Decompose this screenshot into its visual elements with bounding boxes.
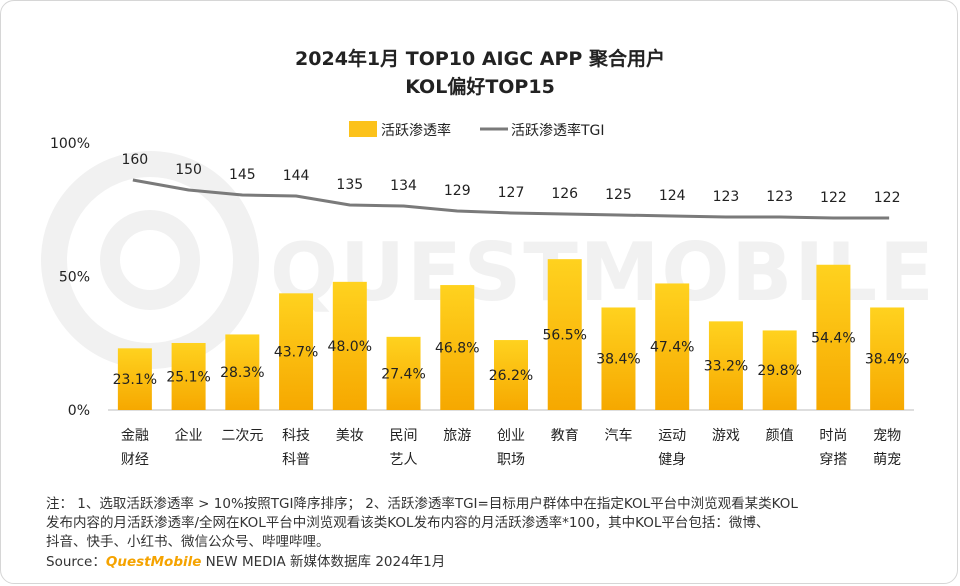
bar [816,264,851,410]
bar-value-label: 23.1% [113,372,157,388]
bar [762,330,797,410]
bar [655,283,690,410]
bar-value-label: 38.4% [865,352,909,368]
bar [386,336,421,410]
tgi-value-label: 160 [121,152,148,168]
bar [171,342,206,410]
legend-swatch-bar [349,121,377,137]
x-category-label: 时尚 [819,428,847,444]
x-category-label: 穿搭 [819,452,847,468]
x-category-label: 创业 [497,428,525,444]
tgi-value-label: 144 [283,168,310,184]
tgi-line [132,178,890,220]
x-category-label: 颜值 [766,428,794,444]
bar [601,307,636,410]
bar [117,348,152,410]
bar-value-label: 47.4% [650,340,694,356]
tgi-value-label: 150 [175,162,202,178]
x-category-label: 教育 [551,428,579,444]
tgi-value-label: 145 [229,167,256,183]
x-category-label: 旅游 [443,428,471,444]
bar-value-label: 25.1% [166,369,210,385]
bar-value-label: 28.3% [220,365,264,381]
source-brand: QuestMobile [105,554,202,570]
x-category-label: 民间 [390,428,418,444]
x-category-label: 美妆 [336,428,364,444]
y-tick-label: 100% [50,136,90,152]
bar [870,307,905,410]
footnote-line-1: 注： 1、选取活跃渗透率 > 10%按照TGI降序排序； 2、活跃渗透率TGI=… [46,496,798,512]
bar-value-label: 48.0% [328,339,372,355]
watermark-ring-inner [100,210,200,310]
tgi-value-label: 123 [713,189,740,205]
y-tick-label: 0% [68,403,90,419]
x-category-label: 职场 [497,452,525,468]
x-category-label: 萌宠 [873,452,901,468]
bar-value-label: 33.2% [704,359,748,375]
x-category-label: 二次元 [221,428,263,444]
bar [225,334,260,410]
tgi-value-label: 135 [336,177,363,193]
x-category-label: 宠物 [873,428,901,444]
legend-label-line: 活跃渗透率TGI [511,122,605,139]
bar-value-label: 46.8% [435,341,479,357]
bar [279,293,314,410]
bar-value-label: 54.4% [811,330,855,346]
bar [332,281,367,410]
x-category-label: 科技 [282,428,310,444]
tgi-value-label: 134 [390,178,417,194]
chart-title-line1: 2024年1月 TOP10 AIGC APP 聚合用户 [295,48,665,70]
x-category-label: 科普 [282,452,310,468]
legend-label-bar: 活跃渗透率 [381,122,451,139]
source-line: Source：QuestMobile NEW MEDIA 新媒体数据库 2024… [46,553,445,572]
bar-value-label: 29.8% [757,363,801,379]
x-category-label: 企业 [175,427,203,444]
bar-value-label: 56.5% [542,328,586,344]
tgi-value-label: 127 [498,185,525,201]
tgi-value-label: 125 [605,187,632,203]
x-category-label: 艺人 [390,452,418,468]
x-category-label: 游戏 [712,428,740,444]
y-tick-label: 50% [59,270,90,286]
bar-value-label: 38.4% [596,352,640,368]
bar [440,285,475,410]
x-category-label: 健身 [658,452,686,468]
tgi-value-label: 124 [659,188,686,204]
x-category-label: 汽车 [604,427,632,444]
footnote-line-2: 发布内容的月活跃渗透率/全网在KOL平台中浏览观看该类KOL发布内容的月活跃渗透… [46,515,770,531]
x-category-label: 财经 [121,452,149,468]
bar-value-label: 27.4% [381,366,425,382]
tgi-value-label: 129 [444,183,471,199]
chart-title-line2: KOL偏好TOP15 [405,76,555,98]
bar-value-label: 43.7% [274,345,318,361]
source-prefix: Source： [46,554,106,570]
tgi-value-label: 122 [820,190,847,206]
bar [708,321,743,410]
x-category-label: 金融 [121,428,149,444]
bar [494,340,528,410]
tgi-value-label: 126 [551,186,578,202]
bar [547,259,582,410]
x-category-label: 运动 [658,428,686,444]
source-suffix: NEW MEDIA 新媒体数据库 2024年1月 [201,554,446,570]
tgi-value-label: 122 [874,190,901,206]
tgi-value-label: 123 [766,189,793,205]
footnote-line-3: 抖音、快手、小红书、微信公众号、哔哩哔哩。 [46,534,330,550]
bar-value-label: 26.2% [489,368,533,384]
